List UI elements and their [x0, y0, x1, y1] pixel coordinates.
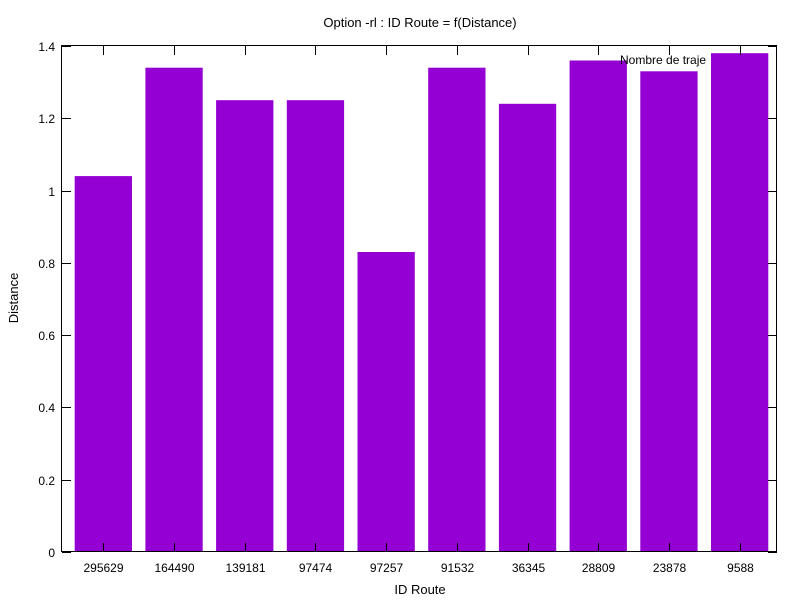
- y-tick-label: 0.8: [38, 257, 55, 271]
- x-tick-label: 97474: [299, 561, 333, 575]
- bar-97257: [357, 252, 415, 552]
- legend-label: Nombre de traje: [620, 53, 706, 67]
- x-tick-label: 164490: [154, 561, 194, 575]
- x-axis-label: ID Route: [394, 582, 445, 597]
- plot-frame: [61, 45, 777, 552]
- bar-164490: [145, 67, 203, 552]
- y-tick-label: 0.2: [38, 474, 55, 488]
- y-tick-label: 0.4: [38, 401, 55, 415]
- x-tick-label: 295629: [83, 561, 123, 575]
- bar-97474: [286, 100, 345, 552]
- y-tick-label: 0: [48, 546, 55, 560]
- x-tick-label: 23878: [653, 561, 687, 575]
- y-axis-label: Distance: [6, 273, 21, 324]
- x-tick-label: 36345: [512, 561, 546, 575]
- bars-group: [74, 53, 769, 553]
- x-tick-label: 97257: [370, 561, 404, 575]
- chart-title: Option -rl : ID Route = f(Distance): [323, 15, 516, 30]
- x-tick-label: 28809: [582, 561, 616, 575]
- bar-295629: [74, 176, 132, 552]
- bar-36345: [498, 103, 557, 553]
- bar-139181: [216, 100, 274, 552]
- bar-9588: [711, 53, 769, 552]
- bar-23878: [640, 71, 698, 553]
- x-axis: 295629 164490 139181 97474 97257 91532 36345 28…: [83, 46, 754, 575]
- y-axis: 0 0.2 0.4 0.6 0.8 1 1.2 1.4: [38, 40, 777, 560]
- bar-28809: [569, 60, 627, 552]
- y-tick-label: 1: [48, 185, 55, 199]
- x-tick-label: 139181: [225, 561, 265, 575]
- y-tick-label: 1.2: [38, 112, 55, 126]
- x-tick-label: 9588: [727, 561, 754, 575]
- y-tick-label: 0.6: [38, 329, 55, 343]
- y-tick-label: 1.4: [38, 40, 55, 54]
- bar-91532: [428, 67, 486, 552]
- x-tick-label: 91532: [441, 561, 475, 575]
